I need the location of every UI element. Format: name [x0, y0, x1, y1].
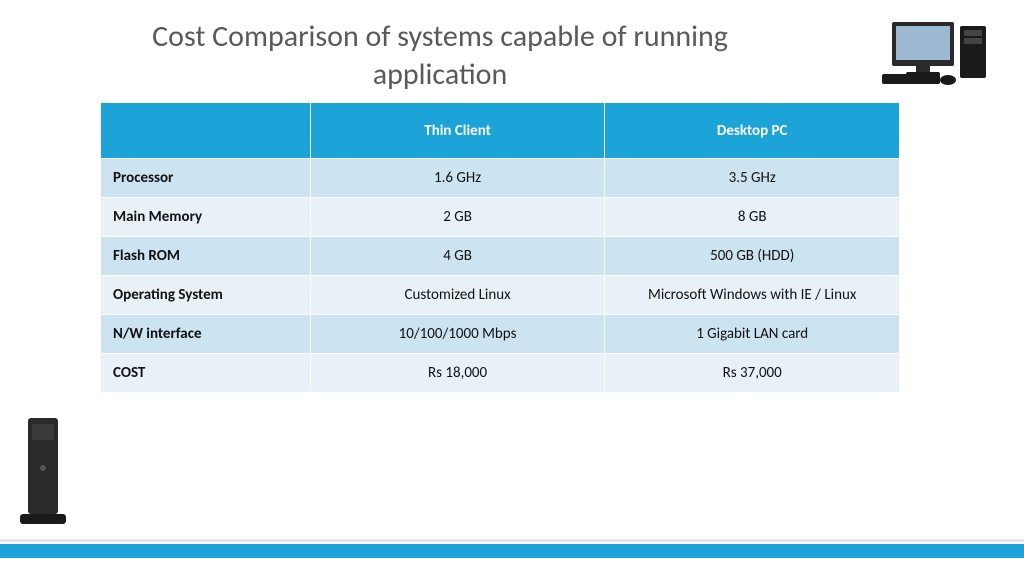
row-desktop: 8 GB [605, 198, 900, 237]
table-row: Operating SystemCustomized LinuxMicrosof… [101, 276, 900, 315]
table-row: Flash ROM4 GB500 GB (HDD) [101, 237, 900, 276]
table-header-thin: Thin Client [310, 103, 605, 159]
row-thin: Customized Linux [310, 276, 605, 315]
row-thin: 4 GB [310, 237, 605, 276]
row-desktop: 3.5 GHz [605, 159, 900, 198]
row-label: N/W interface [101, 315, 311, 354]
slide: Cost Comparison of systems capable of ru… [0, 0, 1024, 576]
table-header-desktop: Desktop PC [605, 103, 900, 159]
table-header-blank [101, 103, 311, 159]
table-header-row: Thin Client Desktop PC [101, 103, 900, 159]
table-row: Processor1.6 GHz3.5 GHz [101, 159, 900, 198]
row-label: Main Memory [101, 198, 311, 237]
table-row: Main Memory2 GB8 GB [101, 198, 900, 237]
row-label: COST [101, 354, 311, 393]
row-thin: 2 GB [310, 198, 605, 237]
row-label: Flash ROM [101, 237, 311, 276]
slide-title: Cost Comparison of systems capable of ru… [90, 18, 790, 93]
row-thin: Rs 18,000 [310, 354, 605, 393]
table-row: N/W interface10/100/1000 Mbps1 Gigabit L… [101, 315, 900, 354]
row-thin: 1.6 GHz [310, 159, 605, 198]
row-desktop: 1 Gigabit LAN card [605, 315, 900, 354]
row-label: Processor [101, 159, 311, 198]
row-desktop: Microsoft Windows with IE / Linux [605, 276, 900, 315]
table-row: COSTRs 18,000Rs 37,000 [101, 354, 900, 393]
row-desktop: Rs 37,000 [605, 354, 900, 393]
row-label: Operating System [101, 276, 311, 315]
comparison-table: Thin Client Desktop PC Processor1.6 GHz3… [100, 102, 900, 393]
row-desktop: 500 GB (HDD) [605, 237, 900, 276]
footer-divider [0, 539, 1024, 542]
thin-client-icon [14, 418, 74, 528]
footer-bar [0, 544, 1024, 558]
row-thin: 10/100/1000 Mbps [310, 315, 605, 354]
desktop-pc-icon [882, 16, 1002, 86]
